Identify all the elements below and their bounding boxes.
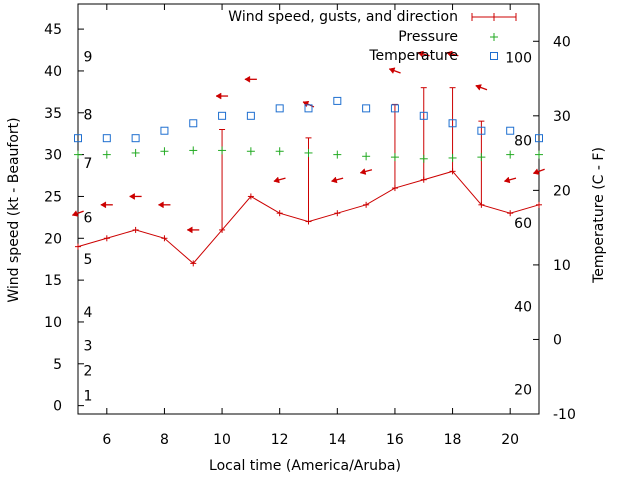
x-axis-ticks: 6 8 10 12 14 16 18 20 — [102, 4, 519, 448]
legend: Wind speed, gusts, and direction Pressur… — [228, 9, 517, 64]
x-tick-label: 10 — [213, 432, 231, 448]
y-left-tick-label: 15 — [44, 273, 62, 289]
y-right-tick-label: 20 — [553, 183, 571, 199]
wind-direction-arrow-head — [388, 67, 396, 74]
x-tick-label: 12 — [271, 432, 289, 448]
legend-wind-label: Wind speed, gusts, and direction — [228, 9, 458, 25]
y-left-tick-label: 30 — [44, 148, 62, 164]
temperature-point — [74, 134, 82, 143]
y-right-tick-label: 10 — [553, 258, 571, 274]
y-axis-left-label: Wind speed (kt - Beaufort) — [6, 117, 22, 302]
beaufort-label: 5 — [84, 252, 93, 268]
beaufort-label: 4 — [84, 305, 93, 321]
wind-direction-arrow-head — [503, 176, 511, 184]
fahrenheit-label: 20 — [514, 382, 532, 398]
wind-direction-arrow-head — [446, 50, 453, 58]
temperature-point — [390, 104, 399, 113]
y-right-tick-label: -10 — [553, 407, 576, 423]
x-axis-label: Local time (America/Aruba) — [209, 458, 401, 474]
temperature-point — [160, 126, 169, 135]
beaufort-label: 7 — [84, 156, 93, 172]
temperature-point — [131, 134, 140, 143]
temperature-point — [246, 111, 255, 120]
y-right-tick-label: 0 — [553, 332, 562, 348]
temperature-point — [506, 126, 515, 135]
left-axis-ticks: 0 5 10 15 20 25 30 35 40 45 — [44, 22, 84, 415]
beaufort-label: 3 — [84, 338, 93, 354]
x-tick-label: 8 — [160, 432, 169, 448]
y-right-tick-label: 30 — [553, 109, 571, 125]
fahrenheit-scale-labels: 20 40 60 80 100 — [505, 51, 532, 399]
wind-direction-arrow-head — [157, 201, 164, 209]
temperature-point — [189, 119, 198, 128]
temperature-point — [477, 126, 486, 135]
legend-pressure-marker — [490, 33, 498, 41]
y-axis-right-label: Temperature (C - F) — [591, 147, 607, 284]
wind-direction-arrow-head — [532, 168, 540, 175]
beaufort-scale-labels: 1 2 3 4 5 6 7 8 9 — [84, 50, 93, 405]
fahrenheit-label: 60 — [514, 216, 532, 232]
wind-direction-arrow-head — [100, 201, 107, 209]
data-series — [71, 50, 545, 267]
fahrenheit-label: 40 — [514, 300, 532, 316]
temperature-point — [102, 134, 111, 143]
beaufort-label: 9 — [84, 50, 93, 66]
wind-direction-arrow-head — [71, 210, 79, 217]
y-left-tick-label: 10 — [44, 315, 62, 331]
x-tick-label: 16 — [386, 432, 404, 448]
fahrenheit-label: 100 — [505, 51, 532, 67]
wind-direction-arrow-head — [129, 193, 135, 200]
beaufort-label: 6 — [84, 210, 93, 226]
temperature-point — [362, 104, 371, 113]
temperature-point — [304, 104, 313, 113]
y-left-tick-label: 20 — [44, 231, 62, 247]
y-left-tick-label: 25 — [44, 189, 62, 205]
right-axis-ticks: -10 0 10 20 30 40 — [533, 34, 576, 423]
legend-temperature-marker — [490, 52, 498, 60]
temperature-point — [333, 96, 342, 105]
y-left-tick-label: 45 — [44, 22, 62, 38]
wind-direction-arrow-head — [215, 92, 222, 100]
x-tick-label: 18 — [444, 432, 462, 448]
beaufort-label: 2 — [84, 363, 93, 379]
y-left-tick-label: 5 — [53, 357, 62, 373]
fahrenheit-label: 80 — [514, 133, 532, 149]
wind-direction-arrow-head — [186, 226, 193, 234]
y-left-tick-label: 35 — [44, 106, 62, 122]
temperature-point — [218, 111, 227, 120]
legend-pressure-label: Pressure — [398, 29, 458, 45]
wind-direction-arrow-head — [359, 168, 367, 175]
y-left-tick-label: 40 — [44, 64, 62, 80]
x-tick-label: 20 — [501, 432, 519, 448]
x-tick-label: 6 — [102, 432, 111, 448]
temperature-point — [448, 119, 457, 128]
wind-direction-arrow-head — [244, 75, 251, 83]
beaufort-label: 1 — [84, 389, 93, 405]
temperature-point — [535, 134, 543, 143]
wind-direction-arrow-head — [273, 176, 280, 184]
y-left-tick-label: 0 — [53, 399, 62, 415]
wind-direction-arrow-head — [417, 50, 424, 58]
y-right-tick-label: 40 — [553, 34, 571, 50]
temperature-point — [275, 104, 284, 113]
beaufort-label: 8 — [84, 107, 93, 123]
x-tick-label: 14 — [328, 432, 346, 448]
wind-direction-arrow-head — [302, 100, 310, 108]
wind-direction-arrow-head — [475, 84, 482, 91]
temperature-point — [419, 111, 428, 120]
wind-direction-arrow-head — [331, 176, 338, 184]
legend-temperature-label: Temperature — [368, 48, 458, 64]
plot-frame — [77, 3, 540, 415]
